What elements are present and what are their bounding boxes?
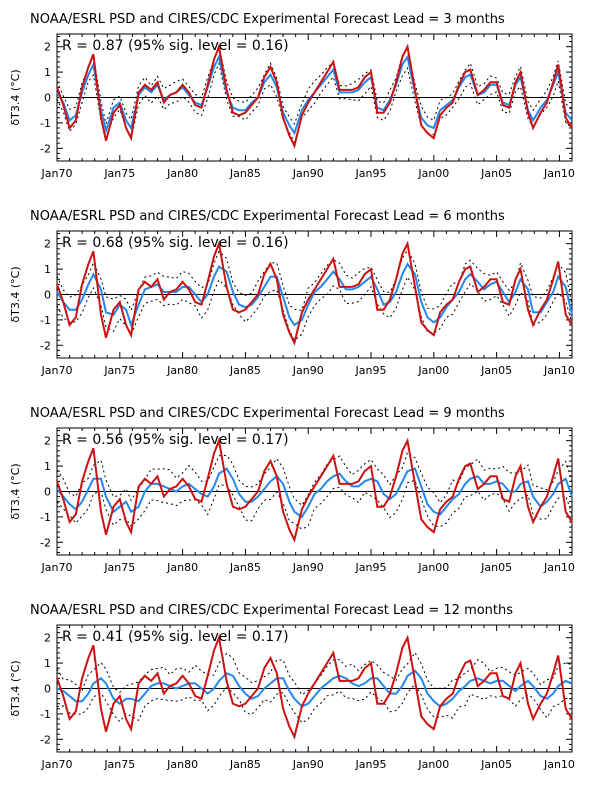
y-tick-label: -2 (40, 733, 51, 746)
y-tick-label: -1 (40, 708, 51, 721)
x-tick-label: Jan70 (41, 561, 73, 574)
chart-title: NOAA/ESRL PSD and CIRES/CDC Experimental… (30, 406, 505, 421)
y-tick-label: 0 (44, 683, 51, 696)
y-tick-label: 2 (44, 632, 51, 645)
forecast-spread-upper (56, 44, 573, 126)
x-tick-label: Jan85 (229, 758, 261, 771)
series-forecast-line (56, 669, 573, 708)
chart-svg: NOAA/ESRL PSD and CIRES/CDC Experimental… (9, 406, 575, 574)
x-tick-label: Jan95 (355, 167, 387, 180)
correlation-annotation: R = 0.56 (95% sig. level = 0.17) (62, 432, 289, 448)
x-tick-label: Jan75 (103, 758, 135, 771)
series-observed-line (56, 240, 573, 346)
x-tick-label: Jan90 (292, 364, 324, 377)
x-tick-label: Jan05 (480, 561, 512, 574)
y-tick-label: 2 (44, 238, 51, 251)
correlation-annotation: R = 0.68 (95% sig. level = 0.16) (62, 235, 289, 251)
y-tick-label: 1 (44, 460, 51, 473)
x-tick-label: Jan00 (417, 561, 449, 574)
y-tick-label: -1 (40, 511, 51, 524)
y-axis-label: δT3.4 (°C) (9, 69, 22, 125)
x-tick-label: Jan05 (480, 758, 512, 771)
x-tick-label: Jan90 (292, 758, 324, 771)
x-tick-label: Jan85 (229, 167, 261, 180)
x-tick-label: Jan10 (543, 167, 575, 180)
panel-lead-3-months: NOAA/ESRL PSD and CIRES/CDC Experimental… (0, 0, 600, 200)
x-tick-label: Jan00 (417, 364, 449, 377)
forecast-spread-lower (56, 683, 573, 724)
chart-title: NOAA/ESRL PSD and CIRES/CDC Experimental… (30, 209, 505, 224)
chart-svg: NOAA/ESRL PSD and CIRES/CDC Experimental… (9, 209, 575, 377)
series-forecast-line (56, 262, 573, 329)
y-tick-label: -2 (40, 142, 51, 155)
panel-lead-12-months: NOAA/ESRL PSD and CIRES/CDC Experimental… (0, 591, 600, 791)
x-tick-label: Jan90 (292, 167, 324, 180)
correlation-annotation: R = 0.41 (95% sig. level = 0.17) (62, 629, 289, 645)
x-tick-label: Jan05 (480, 167, 512, 180)
y-tick-label: 2 (44, 435, 51, 448)
forecast-spread-upper (56, 249, 573, 312)
x-tick-label: Jan10 (543, 364, 575, 377)
x-tick-label: Jan70 (41, 167, 73, 180)
chart-title: NOAA/ESRL PSD and CIRES/CDC Experimental… (30, 603, 513, 618)
series-observed-line (56, 634, 573, 740)
y-tick-label: -2 (40, 339, 51, 352)
y-tick-label: -1 (40, 117, 51, 130)
y-tick-label: 2 (44, 41, 51, 54)
y-tick-label: 0 (44, 289, 51, 302)
x-tick-label: Jan80 (166, 758, 198, 771)
x-tick-label: Jan10 (543, 561, 575, 574)
x-tick-label: Jan95 (355, 758, 387, 771)
chart-title: NOAA/ESRL PSD and CIRES/CDC Experimental… (30, 12, 505, 27)
x-tick-label: Jan95 (355, 364, 387, 377)
series-observed-line (56, 437, 573, 543)
x-tick-label: Jan75 (103, 561, 135, 574)
x-tick-label: Jan90 (292, 561, 324, 574)
y-axis-label: δT3.4 (°C) (9, 266, 22, 322)
y-axis-label: δT3.4 (°C) (9, 660, 22, 716)
forecast-spread-upper (56, 451, 573, 507)
y-tick-label: 1 (44, 66, 51, 79)
chart-svg: NOAA/ESRL PSD and CIRES/CDC Experimental… (9, 12, 575, 180)
y-tick-label: 1 (44, 263, 51, 276)
chart-svg: NOAA/ESRL PSD and CIRES/CDC Experimental… (9, 603, 575, 771)
series-forecast-line (56, 467, 573, 519)
panel-lead-6-months: NOAA/ESRL PSD and CIRES/CDC Experimental… (0, 197, 600, 397)
x-tick-label: Jan95 (355, 561, 387, 574)
x-tick-label: Jan10 (543, 758, 575, 771)
x-tick-label: Jan70 (41, 758, 73, 771)
panel-lead-9-months: NOAA/ESRL PSD and CIRES/CDC Experimental… (0, 394, 600, 594)
x-tick-label: Jan00 (417, 758, 449, 771)
x-tick-label: Jan80 (166, 561, 198, 574)
series-observed-line (56, 43, 573, 149)
y-axis-label: δT3.4 (°C) (9, 463, 22, 519)
x-tick-label: Jan85 (229, 364, 261, 377)
x-tick-label: Jan85 (229, 561, 261, 574)
x-tick-label: Jan75 (103, 167, 135, 180)
forecast-spread-lower (56, 275, 573, 342)
y-tick-label: -2 (40, 536, 51, 549)
y-tick-label: 1 (44, 657, 51, 670)
x-tick-label: Jan80 (166, 364, 198, 377)
x-tick-label: Jan80 (166, 167, 198, 180)
correlation-annotation: R = 0.87 (95% sig. level = 0.16) (62, 38, 289, 54)
x-tick-label: Jan75 (103, 364, 135, 377)
forecast-spread-lower (56, 61, 573, 144)
y-tick-label: -1 (40, 314, 51, 327)
y-tick-label: 0 (44, 486, 51, 499)
y-tick-label: 0 (44, 92, 51, 105)
x-tick-label: Jan05 (480, 364, 512, 377)
x-tick-label: Jan00 (417, 167, 449, 180)
x-tick-label: Jan70 (41, 364, 73, 377)
